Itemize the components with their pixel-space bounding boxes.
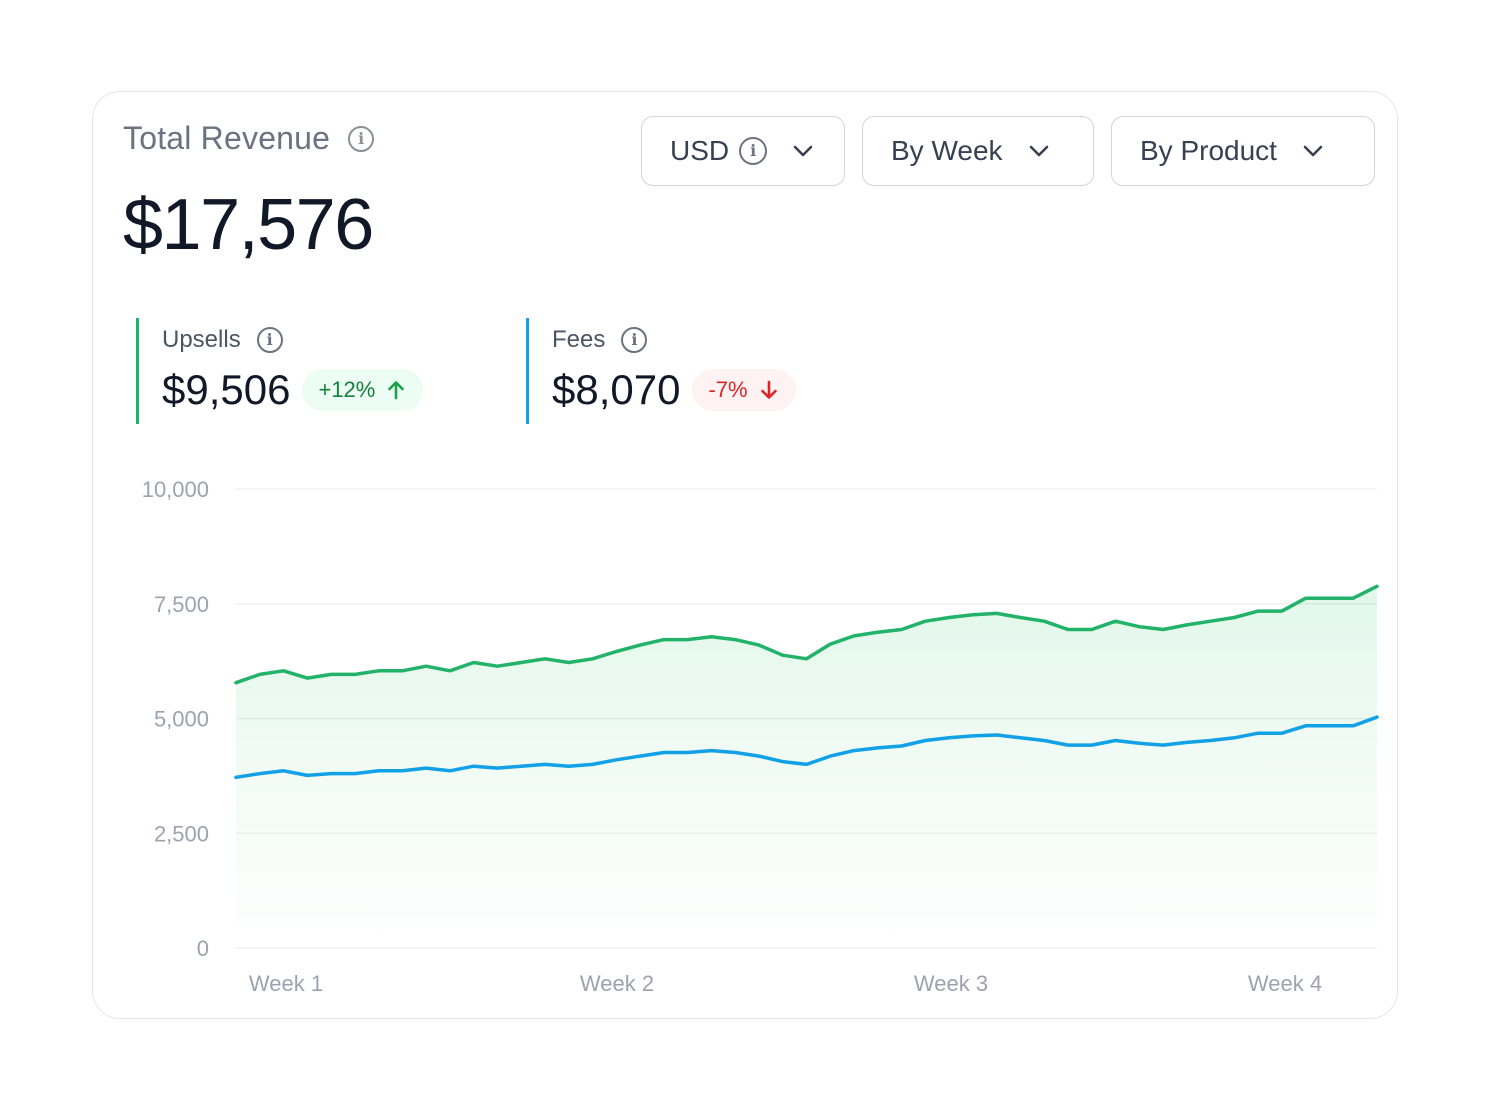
revenue-card: Total Revenue i $17,576 USD i By Week By… [92, 91, 1398, 1019]
fees-info-icon[interactable]: i [621, 327, 648, 353]
upsells-info-icon[interactable]: i [256, 327, 283, 353]
x-tick-label: Week 3 [914, 971, 988, 996]
chevron-down-icon [1029, 145, 1048, 157]
title-info-icon[interactable]: i [348, 125, 375, 152]
total-revenue-value: $17,576 [123, 185, 374, 265]
period-select[interactable]: By Week [862, 116, 1094, 186]
y-tick-label: 0 [197, 936, 209, 961]
metric-fees-value: $8,070 [552, 366, 681, 413]
y-tick-label: 2,500 [154, 821, 209, 846]
metrics: Upsells i $9,506 +12% Fees i $8,070 [136, 318, 796, 424]
grouping-select-label: By Product [1140, 135, 1277, 166]
upsells-change-text: +12% [318, 377, 376, 402]
x-tick-label: Week 4 [1248, 971, 1322, 996]
currency-info-icon[interactable]: i [739, 137, 768, 165]
chart-lines [234, 584, 1379, 780]
metric-upsells-value: $9,506 [162, 366, 291, 413]
upsells-area [236, 586, 1377, 948]
y-tick-label: 10,000 [142, 477, 209, 502]
y-tick-label: 5,000 [154, 707, 209, 732]
controls: USD i By Week By Product [641, 116, 1375, 186]
fees-change-text: -7% [708, 377, 748, 402]
chart-areas [236, 586, 1377, 948]
currency-select-label: USD [670, 135, 730, 166]
metric-fees: Fees i $8,070 -7% [526, 318, 796, 424]
card-title: Total Revenue [123, 120, 331, 156]
arrow-up-icon [388, 381, 405, 400]
chevron-down-icon [1303, 145, 1323, 157]
period-select-label: By Week [891, 135, 1003, 166]
x-tick-label: Week 1 [249, 971, 323, 996]
y-tick-label: 7,500 [154, 592, 209, 617]
x-axis: Week 1 Week 2 Week 3 Week 4 [249, 971, 1322, 996]
chevron-down-icon [793, 145, 813, 157]
fees-change-badge: -7% [692, 369, 796, 411]
metric-upsells-label: Upsells [162, 326, 241, 353]
upsells-series-line [234, 584, 1379, 685]
metric-upsells: Upsells i $9,506 +12% [136, 318, 526, 424]
upsells-change-badge: +12% [302, 369, 424, 411]
metric-fees-label: Fees [552, 326, 606, 353]
currency-select[interactable]: USD i [641, 116, 845, 186]
x-tick-label: Week 2 [580, 971, 654, 996]
arrow-down-icon [760, 380, 777, 399]
fees-series-line [234, 715, 1379, 780]
title-row: Total Revenue i [123, 120, 375, 157]
grouping-select[interactable]: By Product [1111, 116, 1375, 186]
y-axis: 10,000 7,500 5,000 2,500 0 [142, 477, 209, 961]
